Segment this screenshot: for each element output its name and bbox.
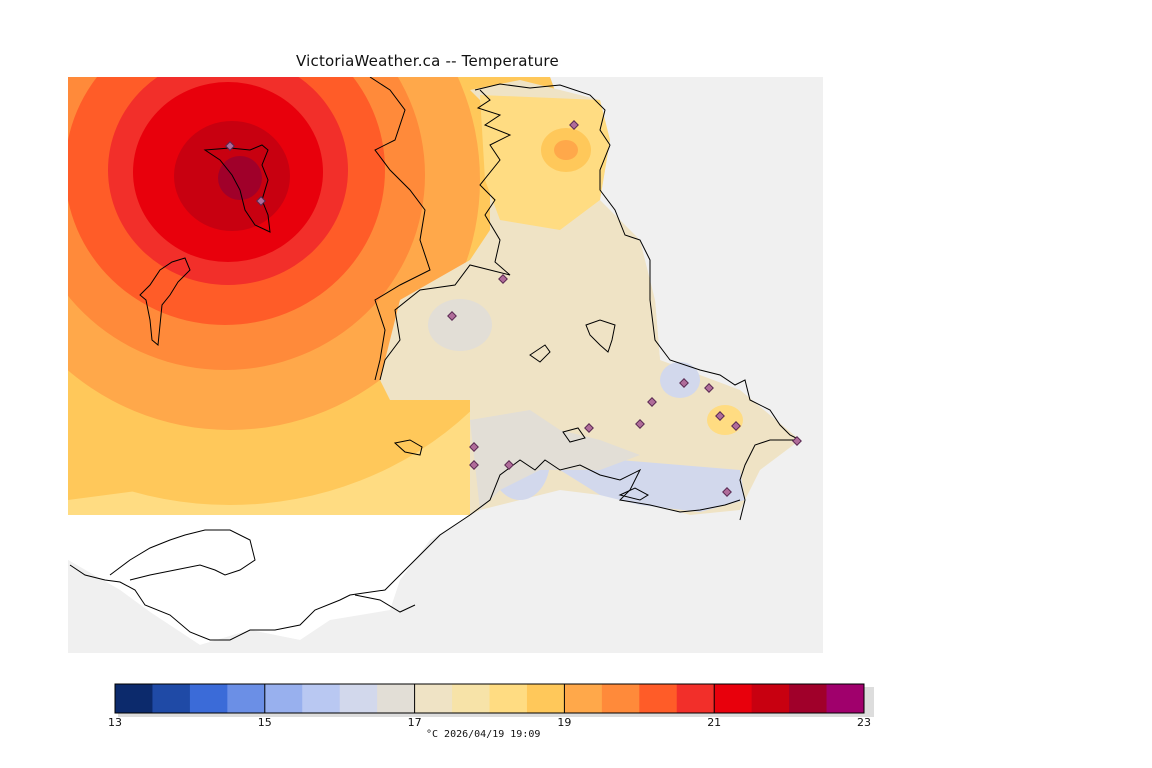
legend-frame: [114, 683, 865, 714]
legend-tick-label: 17: [407, 716, 422, 729]
legend-tick-label: 21: [707, 716, 722, 729]
water-region-south: [68, 560, 330, 653]
map-title: VictoriaWeather.ca -- Temperature: [296, 52, 559, 70]
legend-bin: [452, 684, 490, 713]
legend-bin: [302, 684, 341, 713]
station-marker[interactable]: [722, 487, 732, 497]
legend-tick-label: 23: [857, 716, 871, 729]
legend-bin: [526, 684, 565, 713]
water-region: [68, 515, 470, 645]
temperature-field-east: [380, 80, 800, 515]
station-marker[interactable]: [647, 397, 657, 407]
station-marker[interactable]: [447, 311, 457, 321]
station-marker[interactable]: [792, 436, 802, 446]
legend-bin: [564, 684, 603, 713]
timestamp-label: °C 2026/04/19 19:09: [426, 729, 541, 740]
legend-bin: [264, 684, 303, 713]
station-marker[interactable]: [469, 442, 479, 452]
legend-bin: [414, 684, 453, 713]
station-marker[interactable]: [256, 196, 266, 206]
legend-bin: [489, 684, 528, 713]
legend-bin: [826, 684, 865, 713]
coastlines: [69, 77, 801, 641]
station-marker[interactable]: [504, 460, 514, 470]
legend-bin: [676, 684, 715, 713]
legend-bin: [189, 684, 228, 713]
legend-bin: [152, 684, 191, 713]
legend-bin: [751, 684, 790, 713]
legend-bin: [115, 684, 153, 713]
legend-bin: [601, 684, 640, 713]
station-marker[interactable]: [569, 120, 579, 130]
weather-stations: [225, 120, 802, 497]
legend-bin: [639, 684, 678, 713]
station-marker[interactable]: [731, 421, 741, 431]
legend-tick-label: 15: [257, 716, 272, 729]
station-marker[interactable]: [635, 419, 645, 429]
station-marker[interactable]: [679, 378, 689, 388]
station-marker[interactable]: [498, 274, 508, 284]
station-marker[interactable]: [704, 383, 714, 393]
legend-bin: [714, 684, 753, 713]
legend-tick-label: 13: [108, 716, 122, 729]
station-marker[interactable]: [715, 411, 725, 421]
legend-bin: [339, 684, 378, 713]
legend-tick-label: 19: [557, 716, 572, 729]
legend-bin: [377, 684, 416, 713]
station-marker[interactable]: [469, 460, 479, 470]
station-marker[interactable]: [584, 423, 594, 433]
legend-bin: [227, 684, 266, 713]
legend-bins: [114, 684, 865, 713]
legend-bin: [789, 684, 828, 713]
station-marker[interactable]: [225, 141, 235, 151]
